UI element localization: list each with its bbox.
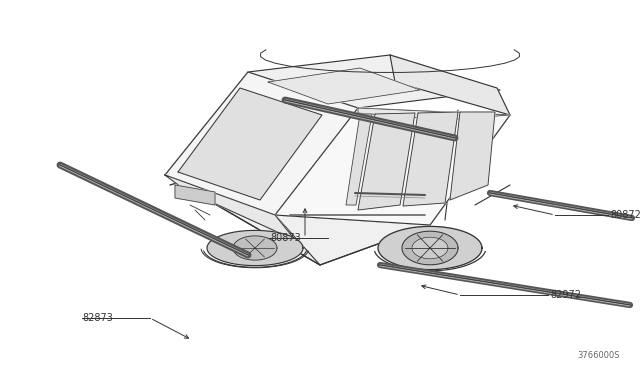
Polygon shape [450,112,495,200]
Polygon shape [233,236,277,260]
Polygon shape [207,230,303,266]
Polygon shape [165,175,430,265]
Polygon shape [165,72,358,215]
Polygon shape [275,108,510,225]
Polygon shape [268,68,420,104]
Polygon shape [403,112,458,206]
Polygon shape [390,55,510,115]
Polygon shape [358,108,510,120]
Polygon shape [165,175,295,240]
Polygon shape [175,185,215,205]
Polygon shape [248,55,500,108]
Text: 80872: 80872 [610,210,640,220]
Polygon shape [412,237,448,259]
Text: 82972: 82972 [550,290,581,300]
Text: 3766000S: 3766000S [577,351,620,360]
Polygon shape [378,227,482,270]
Text: 82873: 82873 [82,313,113,323]
Polygon shape [402,231,458,265]
Polygon shape [358,113,415,210]
Text: 80873: 80873 [270,233,301,243]
Polygon shape [346,114,372,205]
Polygon shape [178,88,322,200]
